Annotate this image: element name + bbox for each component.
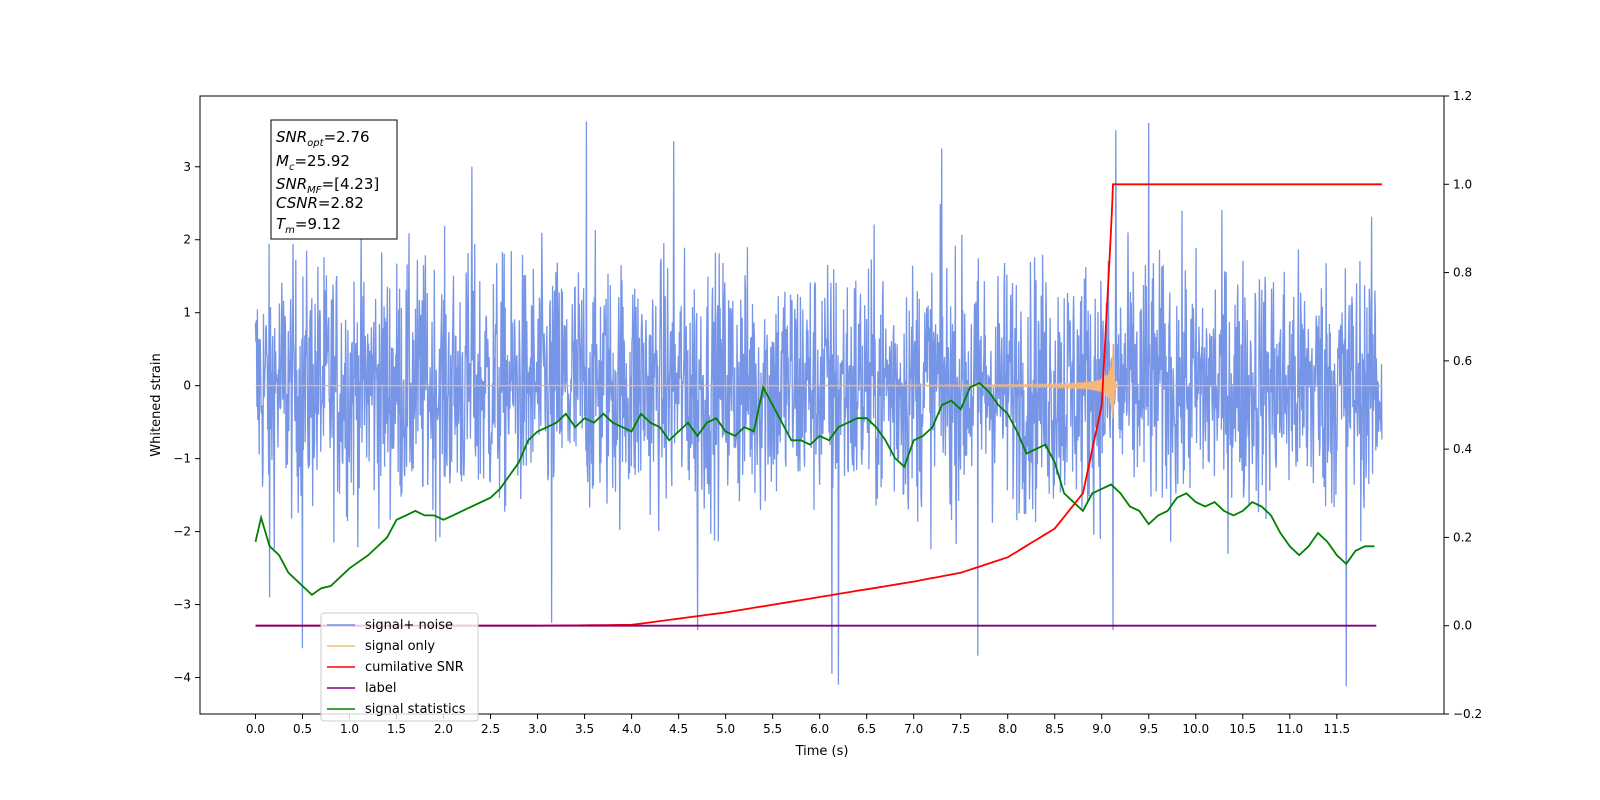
y-tick-label-left: −1 — [173, 452, 191, 466]
annotation-value: =25.92 — [294, 152, 350, 170]
y-tick-label-right: 0.0 — [1453, 619, 1472, 633]
y-tick-label-right: 1.2 — [1453, 89, 1472, 103]
legend-frame — [320, 612, 479, 722]
x-tick-label: 10.5 — [1229, 722, 1256, 736]
x-tick-label: 3.0 — [528, 722, 547, 736]
annotation-label: T — [276, 215, 287, 233]
x-tick-label: 4.0 — [622, 722, 641, 736]
y-tick-label-left: −2 — [173, 525, 191, 539]
annotation-label: SNR — [276, 128, 307, 146]
y-tick-label-left: −3 — [173, 598, 191, 612]
x-tick-label: 11.0 — [1276, 722, 1303, 736]
annotation-box: SNRopt=2.76 Mc=25.92 SNRMF=[4.23] CSNR=2… — [270, 119, 398, 240]
series-signal-only — [255, 345, 1382, 419]
legend-label: signal only — [365, 639, 435, 654]
y-tick-label-right: −0.2 — [1453, 707, 1482, 721]
annotation-label: SNR — [276, 175, 307, 193]
y-tick-label-right: 0.8 — [1453, 266, 1472, 280]
y-tick-label-left: −4 — [173, 671, 191, 685]
annotation-value: =2.82 — [318, 194, 364, 212]
x-axis: 0.0 0.5 1.0 1.5 2.0 2.5 3.0 3.5 4.0 4.5 5.0 5.5 6.0 6… — [246, 714, 1350, 736]
x-tick-label: 8.5 — [1045, 722, 1064, 736]
annotation-label: CSNR — [276, 194, 318, 212]
svg-text:Mc=25.92: Mc=25.92 — [276, 152, 350, 173]
svg-text:CSNR=2.82: CSNR=2.82 — [276, 194, 364, 212]
y-tick-label-right: 0.6 — [1453, 354, 1472, 368]
legend-label: label — [365, 681, 396, 696]
svg-text:SNRopt=2.76: SNRopt=2.76 — [276, 128, 370, 149]
svg-text:SNRMF=[4.23]: SNRMF=[4.23] — [276, 175, 379, 196]
legend-label: signal+ noise — [365, 618, 453, 633]
series-signal-noise — [254, 121, 1383, 687]
y-tick-label-left: 3 — [183, 160, 191, 174]
x-tick-label: 11.5 — [1323, 722, 1350, 736]
y-tick-label-right: 0.2 — [1453, 530, 1472, 544]
y-axis-label: Whitened strain — [149, 353, 164, 456]
x-tick-label: 1.0 — [340, 722, 359, 736]
x-tick-label: 2.5 — [481, 722, 500, 736]
annotation-sub: opt — [307, 138, 324, 149]
legend-label: signal statistics — [365, 702, 466, 717]
x-tick-label: 10.0 — [1182, 722, 1209, 736]
x-tick-label: 6.0 — [810, 722, 829, 736]
x-tick-label: 2.0 — [434, 722, 453, 736]
x-tick-label: 0.5 — [293, 722, 312, 736]
y-tick-label-right: 0.4 — [1453, 442, 1472, 456]
x-tick-label: 7.0 — [904, 722, 923, 736]
x-tick-label: 0.0 — [246, 722, 265, 736]
y-axis-left: 3 2 1 0 −1 −2 −3 −4 — [173, 160, 200, 685]
x-tick-label: 9.5 — [1139, 722, 1158, 736]
x-tick-label: 4.5 — [669, 722, 688, 736]
axes-frame — [199, 95, 1445, 715]
x-tick-label: 7.5 — [951, 722, 970, 736]
annotation-value: =9.12 — [295, 215, 341, 233]
x-tick-label: 6.5 — [857, 722, 876, 736]
annotation-label: M — [276, 152, 289, 170]
x-tick-label: 5.5 — [763, 722, 782, 736]
annotation-value: =[4.23] — [322, 175, 380, 193]
x-tick-label: 3.5 — [575, 722, 594, 736]
x-tick-label: 5.0 — [716, 722, 735, 736]
x-tick-label: 9.0 — [1092, 722, 1111, 736]
plot-area — [254, 121, 1383, 687]
y-tick-label-left: 0 — [183, 379, 191, 393]
x-tick-label: 1.5 — [387, 722, 406, 736]
annotation-sub: m — [285, 225, 295, 236]
y-axis-right: 1.2 1.0 0.8 0.6 0.4 0.2 0.0 −0.2 — [1444, 89, 1482, 721]
y-tick-label-right: 1.0 — [1453, 177, 1472, 191]
y-tick-label-left: 2 — [183, 233, 191, 247]
x-axis-label: Time (s) — [795, 744, 849, 759]
annotation-value: =2.76 — [324, 128, 370, 146]
annotation-sub: MF — [307, 185, 322, 196]
series-cumulative-snr — [255, 183, 1382, 627]
legend: signal+ noise signal only cumilative SNR… — [320, 612, 479, 722]
series-signal-statistics — [254, 381, 1375, 596]
svg-text:Tm=9.12: Tm=9.12 — [276, 215, 341, 236]
y-tick-label-left: 1 — [183, 306, 191, 320]
annotation-sub: c — [289, 162, 295, 173]
x-tick-label: 8.0 — [998, 722, 1017, 736]
legend-label: cumilative SNR — [365, 660, 464, 675]
